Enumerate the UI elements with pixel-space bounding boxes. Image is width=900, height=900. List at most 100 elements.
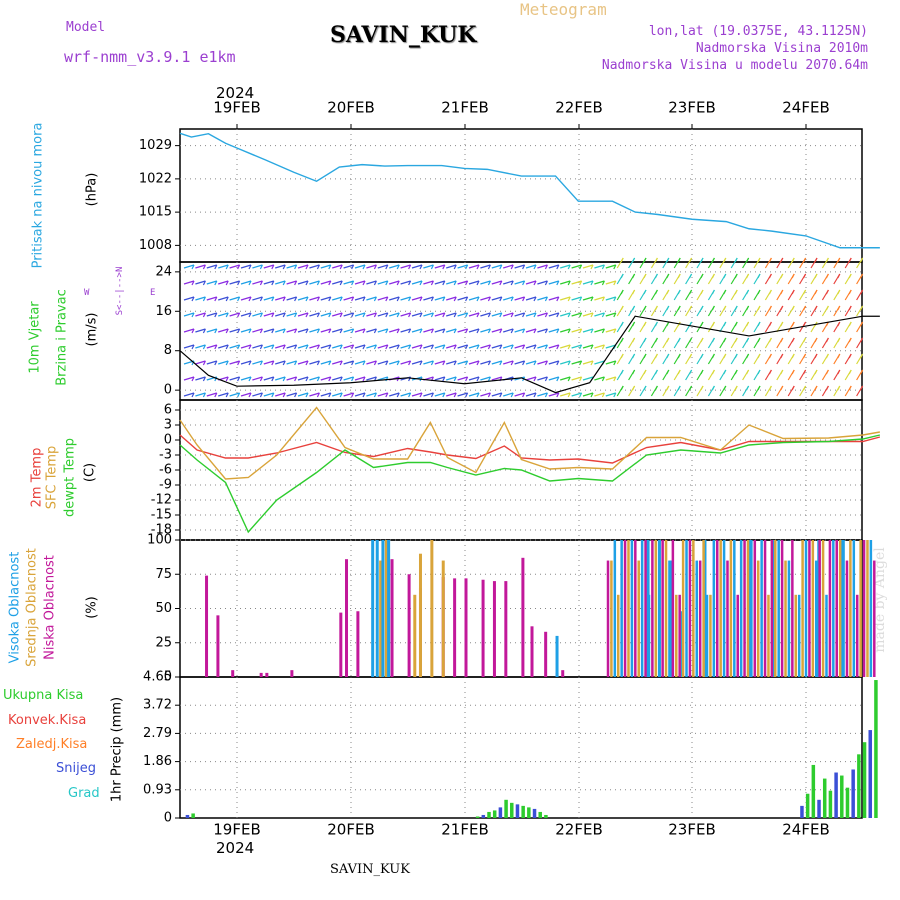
wind-barb: [240, 264, 252, 269]
date-label-top-2: 21FEB: [441, 99, 488, 117]
ytick-label-pressure-2: 1015: [139, 205, 172, 220]
wind-barb: [457, 392, 468, 397]
wind-barb-flag: [860, 257, 864, 263]
wind-barb-flag: [848, 337, 852, 343]
wind-barb: [400, 328, 411, 333]
wind-barb-flag: [214, 344, 218, 350]
wind-barb: [514, 312, 525, 317]
wind-barb: [366, 280, 377, 285]
precip-bar: [845, 787, 850, 818]
cloud-bar: [787, 560, 791, 677]
wind-barb-flag: [282, 280, 286, 286]
wind-barb: [605, 360, 616, 365]
wind-barb: [309, 280, 320, 285]
wind-barb-flag: [848, 321, 852, 327]
cloud-bar: [544, 631, 548, 677]
wind-barb-flag: [746, 305, 750, 311]
wind-barb-flag: [419, 328, 423, 334]
ytick-label-precip-0: 4.65: [143, 670, 172, 685]
wind-barb-flag: [544, 280, 548, 286]
wind-barb-flag: [259, 344, 263, 350]
wind-barb: [468, 344, 480, 349]
wind-barb: [377, 344, 388, 349]
wind-barb-flag: [613, 264, 617, 270]
wind-barb-flag: [510, 312, 514, 318]
wind-barb-flag: [791, 369, 795, 375]
wind-barb: [343, 328, 354, 333]
wind-barb: [525, 312, 537, 317]
wind-barb-flag: [734, 289, 738, 295]
wind-barb-flag: [632, 337, 636, 343]
wind-barb-flag: [780, 353, 784, 359]
cloud-bar: [818, 540, 821, 677]
wind-barb-flag: [430, 392, 434, 398]
wind-barb-flag: [282, 296, 286, 302]
wind-barb: [343, 392, 354, 397]
wind-barb-flag: [362, 392, 366, 398]
ytick-label-cloud-2: 50: [155, 601, 172, 616]
wind-barb-flag: [666, 257, 670, 263]
cloud-bar: [688, 540, 692, 677]
wind-barb: [446, 392, 457, 397]
wind-barb-flag: [282, 328, 286, 334]
wind-barb: [503, 312, 514, 317]
precip-legend-total: Ukupna Kisa: [3, 688, 84, 703]
wind-barb-flag: [654, 385, 658, 391]
wind-barb-flag: [328, 264, 332, 270]
wind-barb: [457, 344, 468, 349]
wind-barb: [582, 344, 594, 349]
wind-barb-flag: [248, 392, 252, 398]
wind-barb-flag: [837, 337, 841, 343]
wind-barb: [514, 328, 525, 333]
wind-barb: [571, 344, 582, 349]
ytick-label-temp-7: -15: [151, 508, 172, 523]
precip-bar: [510, 802, 514, 818]
wind-barb-flag: [294, 344, 298, 350]
cloud-bar: [828, 540, 832, 677]
wind-barb-flag: [522, 344, 526, 350]
wind-barb: [503, 344, 514, 349]
wind-barb-flag: [351, 264, 355, 270]
wind-barb: [366, 264, 377, 269]
wind-barb: [366, 392, 377, 397]
wind-barb: [468, 392, 480, 397]
wind-barb-flag: [825, 337, 829, 343]
wind-barb-flag: [510, 344, 514, 350]
wind-barb-flag: [328, 312, 332, 318]
wind-barb: [286, 344, 297, 349]
wind-barb: [218, 264, 229, 269]
precip-bars: [185, 680, 878, 818]
wind-barb: [400, 264, 411, 269]
wind-barb: [229, 344, 240, 349]
wind-barb: [275, 264, 286, 269]
precip-legend-frz: Zaledj.Kisa: [16, 737, 88, 752]
wind-barb: [582, 280, 594, 285]
wind-barb-flag: [620, 337, 624, 343]
wind-barb: [263, 264, 274, 269]
cloud-bar: [555, 635, 559, 677]
wind-barb-flag: [689, 289, 693, 295]
wind-barb: [605, 376, 616, 381]
wind-barb-flag: [522, 264, 526, 270]
wind-barb: [468, 360, 480, 365]
wind-barb-flag: [487, 280, 491, 286]
wind-barb-flag: [825, 257, 829, 263]
wind-barb-flag: [408, 312, 412, 318]
wind-barb-flag: [476, 360, 480, 366]
wind-barb: [195, 392, 206, 397]
wind-barb-flag: [768, 273, 772, 279]
wind-barb-flag: [533, 280, 537, 286]
wind-barb-flag: [316, 344, 320, 350]
wind-barb-flag: [791, 257, 795, 263]
wind-barb-flag: [408, 264, 412, 270]
precip-bar: [805, 793, 810, 818]
wind-barb-flag: [723, 321, 727, 327]
date-label-top-0: 19FEB: [213, 99, 260, 117]
cloud-bar: [852, 540, 856, 677]
wind-barb-flag: [362, 280, 366, 286]
wind-barb-flag: [271, 360, 275, 366]
wind-barb-flag: [700, 337, 704, 343]
wind-barb-flag: [373, 264, 377, 270]
cloud-bar: [384, 540, 388, 677]
wind-barb-flag: [191, 280, 195, 286]
